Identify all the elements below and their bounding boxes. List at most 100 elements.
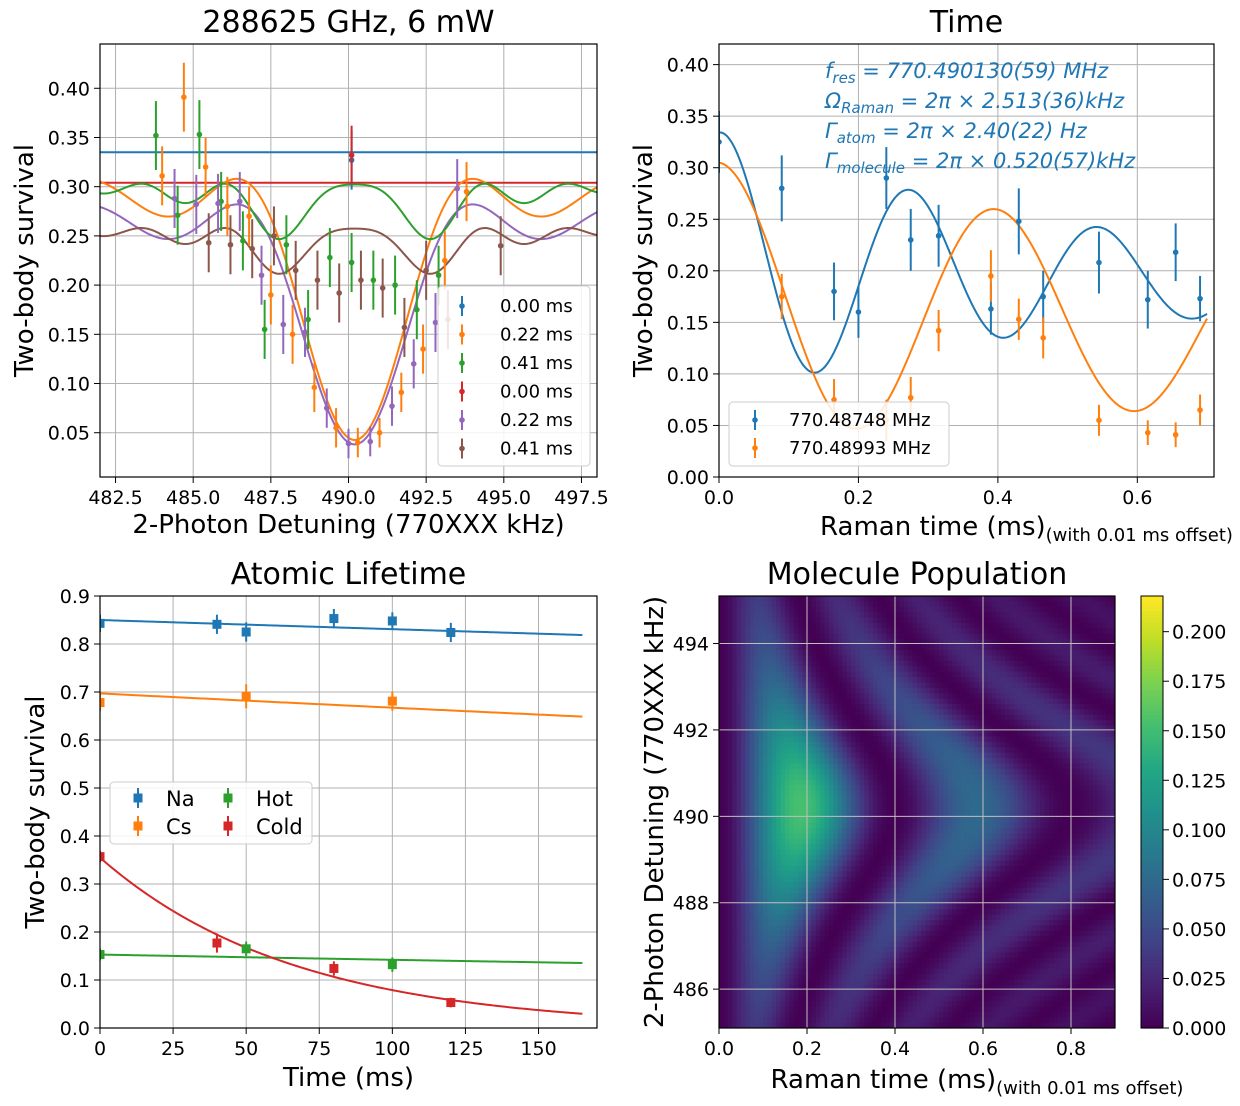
- heatmap-cell: [846, 639, 852, 646]
- heatmap-cell: [776, 655, 782, 662]
- heatmap-cell: [965, 801, 971, 808]
- heatmap-cell: [815, 1011, 821, 1018]
- heatmap-cell: [723, 957, 729, 964]
- heatmap-cell: [881, 844, 887, 851]
- heatmap-cell: [776, 763, 782, 770]
- heatmap-cell: [820, 860, 826, 867]
- heatmap-cell: [833, 914, 839, 921]
- heatmap-cell: [719, 903, 724, 910]
- heatmap-cell: [952, 817, 958, 824]
- heatmap-cell: [903, 1011, 909, 1018]
- heatmap-cell: [930, 957, 936, 964]
- heatmap-cell: [719, 790, 724, 797]
- heatmap-cell: [895, 822, 900, 829]
- heatmap-cell: [939, 990, 944, 997]
- heatmap-cell: [855, 671, 861, 678]
- heatmap-cell: [917, 763, 922, 770]
- heatmap-cell: [851, 1017, 856, 1024]
- heatmap-cell: [749, 903, 755, 910]
- heatmap-cell: [952, 606, 958, 613]
- heatmap-cell: [780, 736, 786, 743]
- heatmap-cell: [939, 963, 944, 970]
- heatmap-cell: [903, 990, 909, 997]
- heatmap-cell: [807, 952, 812, 959]
- heatmap-cell: [732, 644, 738, 651]
- heatmap-cell: [925, 822, 931, 829]
- heatmap-cell: [859, 914, 865, 921]
- heatmap-cell: [846, 1022, 852, 1028]
- heatmap-cell: [723, 974, 729, 980]
- heatmap-cell: [833, 596, 839, 602]
- heatmap-cell: [780, 617, 786, 624]
- heatmap-cell: [895, 687, 900, 694]
- heatmap-cell: [961, 1001, 966, 1007]
- heatmap-cell: [815, 876, 821, 883]
- heatmap-cell: [890, 714, 896, 721]
- heatmap-cell: [811, 1022, 817, 1028]
- heatmap-cell: [767, 898, 773, 905]
- heatmap-cell: [780, 882, 786, 889]
- heatmap-cell: [895, 941, 900, 948]
- heatmap-cell: [921, 893, 927, 899]
- heatmap-cell: [780, 596, 786, 602]
- heatmap-cell: [961, 758, 966, 764]
- heatmap-cell: [846, 941, 852, 948]
- heatmap-cell: [868, 871, 874, 878]
- heatmap-cell: [820, 801, 826, 808]
- heatmap-cell: [873, 682, 878, 689]
- heatmap-cell: [732, 779, 738, 786]
- heatmap-cell: [899, 941, 905, 948]
- heatmap-cell: [846, 644, 852, 651]
- heatmap-cell: [785, 957, 790, 964]
- heatmap-cell: [903, 768, 909, 775]
- heatmap-cell: [903, 1001, 909, 1007]
- heatmap-cell: [868, 844, 874, 851]
- heatmap-cell: [921, 601, 927, 608]
- heatmap-cell: [961, 920, 966, 926]
- heatmap-cell: [881, 974, 887, 980]
- heatmap-cell: [925, 860, 931, 867]
- heatmap-cell: [899, 606, 905, 613]
- heatmap-cell: [732, 882, 738, 889]
- heatmap-cell: [829, 952, 834, 959]
- heatmap-cell: [780, 666, 786, 673]
- heatmap-cell: [767, 909, 773, 916]
- heatmap-cell: [785, 968, 790, 975]
- heatmap-cell: [947, 941, 953, 948]
- heatmap-cell: [829, 817, 834, 824]
- heatmap-cell: [815, 828, 821, 835]
- heatmap-cell: [798, 855, 804, 862]
- heatmap-cell: [758, 963, 764, 970]
- heatmap-cell: [763, 941, 768, 948]
- heatmap-cell: [833, 941, 839, 948]
- heatmap-cell: [780, 650, 786, 656]
- heatmap-cell: [749, 957, 755, 964]
- heatmap-cell: [965, 957, 971, 964]
- heatmap-cell: [789, 1001, 795, 1007]
- heatmap-cell: [767, 1017, 773, 1024]
- heatmap-cell: [877, 903, 883, 910]
- heatmap-cell: [798, 682, 804, 689]
- heatmap-cell: [833, 704, 839, 710]
- heatmap-cell: [890, 936, 896, 943]
- heatmap-cell: [965, 822, 971, 829]
- heatmap-cell: [908, 882, 914, 889]
- heatmap-cell: [908, 893, 914, 899]
- legend-label: 0.22 ms: [500, 325, 573, 346]
- heatmap-cell: [745, 1022, 751, 1028]
- heatmap-cell: [736, 758, 742, 764]
- heatmap-cell: [732, 817, 738, 824]
- heatmap-cell: [912, 839, 918, 845]
- heatmap-cell: [895, 623, 900, 629]
- heatmap-cell: [947, 893, 953, 899]
- heatmap-cell: [763, 887, 768, 894]
- heatmap-cell: [930, 617, 936, 624]
- data-point: [283, 241, 290, 248]
- heatmap-cell: [881, 763, 887, 770]
- heatmap-cell: [754, 704, 760, 710]
- heatmap-cell: [899, 806, 905, 813]
- heatmap-cell: [859, 882, 865, 889]
- y-tick-label: 0.0: [60, 1018, 90, 1040]
- heatmap-cell: [837, 617, 843, 624]
- heatmap-cell: [855, 930, 861, 937]
